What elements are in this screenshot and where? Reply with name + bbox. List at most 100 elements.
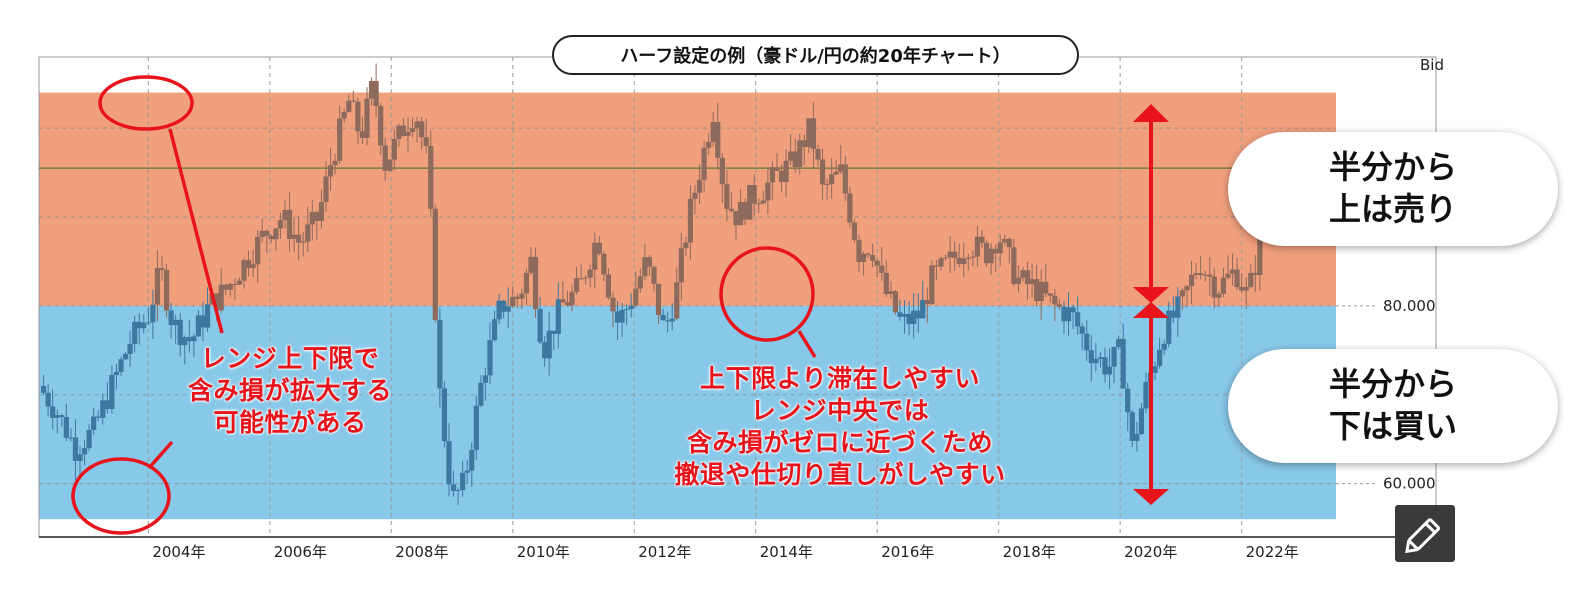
range-top-circle bbox=[98, 75, 194, 131]
candle-body bbox=[560, 299, 566, 303]
candle-body bbox=[109, 374, 115, 409]
candle-body bbox=[1152, 366, 1158, 373]
candle-body bbox=[368, 80, 375, 99]
candle-body bbox=[318, 202, 325, 221]
candle-body bbox=[1056, 304, 1063, 307]
candle-body bbox=[1175, 296, 1181, 318]
candle-body bbox=[842, 164, 848, 194]
annotation-line: レンジ上下限で bbox=[200, 344, 380, 373]
candle-body bbox=[1166, 310, 1172, 344]
candle-body bbox=[1102, 357, 1108, 375]
candle-body bbox=[86, 429, 92, 449]
candle-body bbox=[564, 302, 571, 306]
candle-body bbox=[765, 182, 771, 201]
candle-body bbox=[355, 101, 361, 132]
candle-body bbox=[751, 185, 757, 204]
candle-body bbox=[54, 415, 60, 418]
candle-body bbox=[523, 272, 530, 294]
candle-body bbox=[387, 159, 393, 171]
candle-body bbox=[186, 337, 192, 342]
candle-body bbox=[1143, 382, 1149, 409]
candle-body bbox=[665, 320, 671, 322]
candle-body bbox=[150, 304, 156, 323]
candle-body bbox=[364, 98, 370, 138]
candle-body bbox=[1248, 272, 1254, 287]
candle-body bbox=[45, 392, 51, 407]
candle-body bbox=[1134, 434, 1140, 441]
candle-body bbox=[829, 174, 835, 185]
candle-body bbox=[542, 342, 548, 359]
pencil-icon bbox=[1405, 518, 1441, 554]
candle-body bbox=[920, 300, 926, 319]
edit-button[interactable] bbox=[1395, 505, 1455, 562]
candle-body bbox=[168, 310, 174, 326]
candle-body bbox=[469, 449, 475, 471]
candle-body bbox=[833, 171, 839, 175]
candle-body bbox=[851, 222, 858, 240]
candle-body bbox=[177, 319, 183, 346]
candle-body bbox=[888, 291, 894, 295]
candle-body bbox=[50, 406, 56, 418]
candle-body bbox=[1220, 277, 1227, 294]
candle-body bbox=[865, 253, 871, 256]
candle-body bbox=[63, 416, 69, 438]
candle-body bbox=[59, 415, 65, 417]
candle-body bbox=[883, 272, 889, 295]
candle-body bbox=[1097, 357, 1104, 360]
candle-body bbox=[359, 131, 366, 138]
candle-body bbox=[824, 184, 830, 186]
candle-body bbox=[223, 284, 229, 290]
arrow-head bbox=[1133, 104, 1169, 122]
candle-body bbox=[291, 234, 297, 239]
candle-body bbox=[546, 330, 552, 359]
annotation-line: 上下限より滞在しやすい bbox=[700, 364, 980, 393]
annotation-line: レンジ中央では bbox=[750, 396, 930, 425]
candle-body bbox=[1002, 238, 1008, 243]
candle-body bbox=[195, 315, 202, 337]
candle-body bbox=[1075, 312, 1081, 327]
candle-body bbox=[961, 258, 967, 265]
candle-body bbox=[409, 128, 416, 133]
candle-body bbox=[979, 236, 985, 243]
candle-body bbox=[742, 202, 748, 220]
annotation-line: 含み損が拡大する bbox=[187, 376, 392, 405]
candle-body bbox=[551, 330, 557, 334]
candle-body bbox=[350, 100, 356, 102]
candle-body bbox=[801, 140, 807, 148]
candle-body bbox=[628, 305, 634, 310]
candle-body bbox=[40, 385, 47, 393]
candle-body bbox=[929, 265, 935, 305]
candle-body bbox=[924, 300, 930, 305]
candle-body bbox=[696, 179, 703, 193]
candle-body bbox=[1079, 326, 1085, 334]
candle-body bbox=[296, 234, 302, 243]
candle-body bbox=[514, 296, 520, 299]
candle-body bbox=[136, 321, 142, 329]
candle-body bbox=[706, 141, 712, 148]
x-tick-label: 2012年 bbox=[638, 543, 691, 561]
candle-body bbox=[305, 224, 311, 242]
candle-body bbox=[1047, 293, 1053, 296]
candle-body bbox=[441, 388, 448, 442]
range-center-annotation: 上下限より滞在しやすい レンジ中央では 含み損がゼロに近づくため 撤退や仕切り直… bbox=[640, 363, 1040, 491]
candle-body bbox=[774, 167, 780, 171]
candle-body bbox=[496, 300, 502, 320]
candle-body bbox=[947, 251, 953, 258]
candle-body bbox=[460, 472, 466, 491]
candle-body bbox=[1257, 234, 1263, 275]
candle-body bbox=[1161, 343, 1167, 350]
candle-body bbox=[1198, 273, 1204, 276]
candle-body bbox=[154, 268, 161, 305]
candle-body bbox=[614, 311, 621, 323]
candle-body bbox=[737, 202, 744, 226]
candle-body bbox=[72, 437, 79, 461]
annotation-line: 撤退や仕切り直しがしやすい bbox=[674, 460, 1006, 489]
candle-body bbox=[373, 80, 379, 107]
candle-body bbox=[405, 132, 411, 136]
candle-body bbox=[1216, 293, 1222, 298]
candle-body bbox=[145, 322, 151, 324]
candle-body bbox=[633, 288, 639, 306]
annotation-line: 可能性がある bbox=[213, 408, 367, 437]
range-center-circle bbox=[719, 246, 815, 342]
